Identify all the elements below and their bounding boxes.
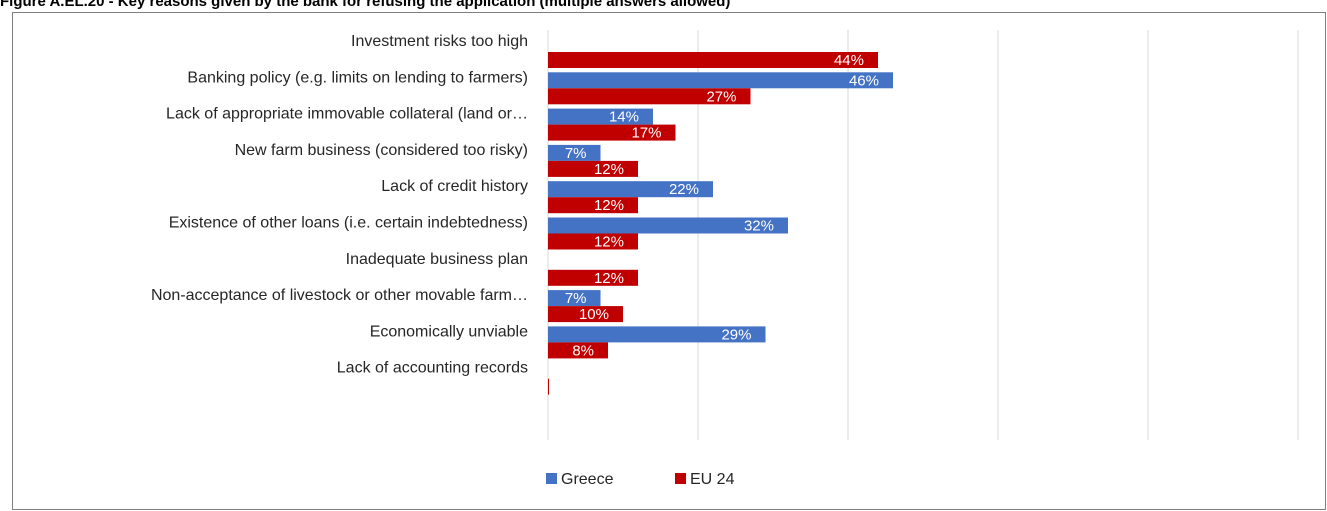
data-label: 14%	[609, 109, 639, 126]
data-label: 22%	[669, 181, 699, 198]
data-label: 12%	[594, 161, 624, 178]
legend-label: EU 24	[690, 471, 735, 488]
data-label: 7%	[565, 290, 587, 307]
bar-greece	[548, 290, 601, 307]
category-label: Lack of accounting records	[337, 360, 528, 377]
bar-greece	[548, 144, 601, 161]
category-label: Inadequate business plan	[346, 251, 528, 268]
bar-eu24	[548, 269, 638, 286]
category-label: Existence of other loans (i.e. certain i…	[169, 215, 528, 232]
category-label: Investment risks too high	[351, 33, 528, 50]
bar-eu24	[548, 233, 638, 250]
bar-eu24	[548, 52, 878, 68]
category-label: Banking policy (e.g. limits on lending t…	[187, 69, 528, 86]
category-label: Lack of credit history	[381, 178, 528, 195]
category-label: Economically unviable	[370, 323, 528, 340]
data-label: 12%	[594, 197, 624, 214]
data-label: 10%	[579, 306, 609, 323]
bar-greece	[548, 72, 893, 89]
bar-greece	[548, 181, 713, 198]
bar-greece	[548, 108, 653, 125]
bar-eu24	[548, 124, 676, 141]
data-label: 32%	[744, 218, 774, 235]
bar-eu24	[548, 378, 549, 395]
data-label: 12%	[594, 234, 624, 251]
legend-swatch	[675, 473, 686, 484]
data-label: 17%	[631, 125, 661, 142]
figure-title: Figure A.EL.20 - Key reasons given by th…	[0, 0, 731, 10]
bar-eu24	[548, 88, 751, 105]
category-label: New farm business (considered too risky)	[235, 142, 528, 159]
data-label: 27%	[706, 88, 736, 105]
data-label: 44%	[834, 52, 864, 69]
data-label: 8%	[572, 342, 594, 359]
bar-eu24	[548, 197, 638, 214]
legend-label: Greece	[561, 471, 614, 488]
bar-greece	[548, 326, 766, 343]
data-label: 12%	[594, 270, 624, 287]
bar-eu24	[548, 160, 638, 177]
bar-greece	[548, 217, 788, 234]
data-label: 46%	[849, 72, 879, 89]
data-label: 29%	[721, 326, 751, 343]
category-label: Lack of appropriate immovable collateral…	[166, 106, 528, 123]
data-label: 7%	[565, 145, 587, 162]
legend-swatch	[546, 473, 557, 484]
bar-eu24	[548, 306, 623, 323]
bar-eu24	[548, 342, 608, 359]
category-label: Non-acceptance of livestock or other mov…	[151, 287, 528, 304]
